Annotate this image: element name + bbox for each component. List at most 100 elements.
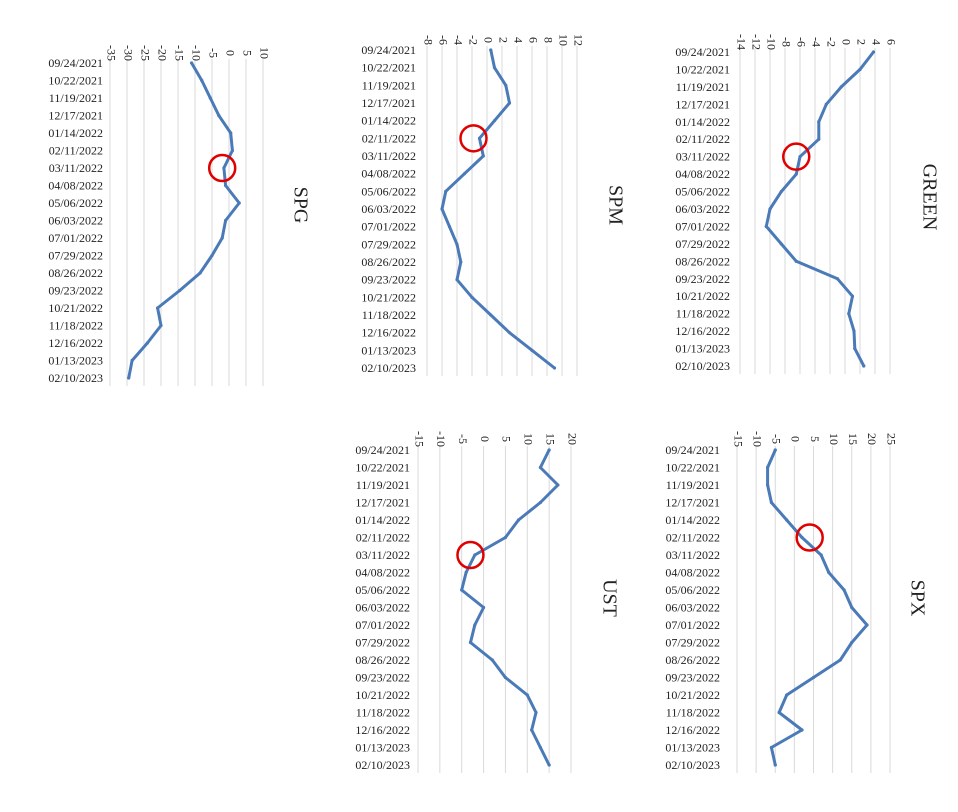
data-point: [769, 745, 774, 750]
data-point: [852, 329, 856, 333]
data-point: [552, 366, 557, 370]
data-point: [827, 570, 831, 575]
tick-label: 10: [827, 433, 841, 445]
data-point: [794, 259, 798, 263]
date-label: 11/18/2022: [362, 308, 416, 322]
tick-label: 5: [240, 50, 254, 56]
date-label: 12/17/2021: [355, 496, 410, 510]
data-point: [819, 553, 823, 557]
data-point: [850, 294, 855, 298]
data-point: [481, 154, 485, 158]
tick-label: -10: [764, 34, 778, 50]
data-point: [769, 500, 774, 505]
date-label: 11/19/2021: [356, 478, 410, 492]
date-label: 07/01/2022: [361, 220, 416, 234]
tick-label: -5: [206, 48, 220, 58]
chart-spx: -15 -10 -5 0 5 10 15 20 25 09/24/2021 10/22/2021 11…: [665, 431, 928, 773]
tick-label: -2: [824, 37, 838, 47]
series-line: [764, 50, 875, 368]
data-point: [530, 348, 534, 352]
data-point: [492, 66, 497, 70]
chart-title: SPG: [289, 187, 311, 224]
data-point: [220, 236, 224, 240]
data-point: [800, 535, 804, 540]
date-label: 03/11/2022: [676, 150, 730, 164]
data-point: [217, 113, 221, 118]
tick-label: -12: [749, 34, 763, 50]
data-point: [198, 271, 202, 275]
date-label: 12/17/2021: [675, 97, 730, 111]
tick-label: 5: [808, 436, 822, 442]
data-point: [766, 483, 770, 487]
date-label: 12/17/2021: [48, 109, 103, 123]
data-point: [481, 605, 486, 610]
date-label: 12/16/2022: [361, 326, 416, 340]
chart-title: SPX: [906, 580, 928, 617]
tick-label: -20: [155, 45, 169, 61]
date-label: 09/23/2022: [48, 284, 103, 298]
tick-label: -15: [412, 431, 426, 447]
tick-label: -15: [731, 431, 745, 447]
date-label: 03/11/2022: [362, 149, 416, 163]
date-label: 05/06/2022: [355, 583, 410, 597]
data-point: [865, 623, 869, 627]
date-label: 10/21/2022: [665, 688, 720, 702]
data-point: [811, 675, 816, 680]
tick-label: 2: [854, 39, 868, 45]
tick-label: 4: [869, 39, 883, 45]
date-label: 08/26/2022: [48, 266, 103, 280]
data-point: [156, 306, 160, 310]
date-label: 10/22/2021: [665, 461, 720, 475]
chart-spg: -35 -30 -25 -20 -15 -10 -5 0 5 10 09/24/2021 10/22/…: [48, 45, 311, 386]
date-label: 12/16/2022: [355, 723, 410, 737]
data-point: [773, 448, 777, 452]
tick-label: 6: [884, 39, 898, 45]
data-point: [862, 364, 866, 368]
data-point: [503, 675, 508, 680]
data-point: [490, 658, 494, 662]
date-label: 09/24/2021: [675, 45, 730, 59]
date-label: 05/06/2022: [361, 184, 416, 198]
highlight-circle: [782, 142, 811, 171]
date-label: 04/08/2022: [675, 167, 730, 181]
date-label: 02/10/2023: [361, 361, 416, 375]
date-label: 01/13/2023: [675, 342, 730, 356]
series-line: [440, 48, 556, 370]
tick-label: -5: [770, 434, 784, 444]
tick-label: 8: [541, 37, 555, 43]
series-line: [127, 61, 241, 380]
date-label: 02/11/2022: [362, 131, 416, 145]
date-label: 05/06/2022: [675, 185, 730, 199]
data-point: [460, 588, 464, 592]
tick-label: -6: [436, 35, 450, 45]
data-point: [159, 323, 163, 328]
date-label: 02/10/2023: [48, 371, 103, 385]
date-label: 12/17/2021: [665, 496, 720, 510]
date-label: 02/11/2022: [356, 531, 410, 545]
data-point: [473, 553, 477, 557]
highlight-circle: [459, 124, 488, 153]
data-point: [768, 207, 772, 211]
tick-label: 20: [865, 433, 879, 445]
data-point: [839, 85, 843, 89]
data-point: [447, 225, 452, 229]
data-point: [847, 312, 851, 316]
data-point: [835, 277, 840, 281]
data-point: [222, 166, 226, 170]
highlight-circle: [795, 523, 824, 552]
data-point: [440, 207, 444, 211]
date-label: 01/14/2022: [361, 114, 416, 128]
data-point: [858, 67, 862, 72]
tick-label: 10: [522, 433, 536, 445]
data-point: [200, 78, 204, 83]
data-point: [785, 518, 789, 522]
data-point: [773, 763, 777, 767]
data-point: [794, 172, 798, 176]
date-label: 07/29/2022: [48, 249, 103, 263]
tick-label: 20: [565, 433, 579, 445]
highlight-circle: [456, 540, 485, 570]
date-label: 07/29/2022: [361, 237, 416, 251]
date-label: 06/03/2022: [48, 214, 103, 228]
date-label: 11/18/2022: [666, 706, 720, 720]
data-point: [468, 640, 473, 645]
